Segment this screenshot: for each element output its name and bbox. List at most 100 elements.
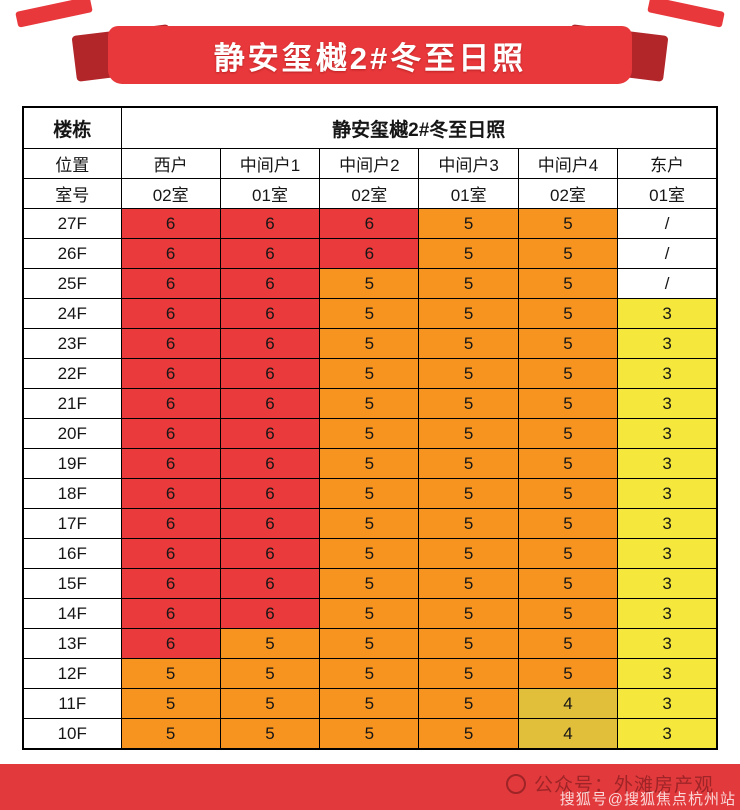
floor-label: 25F: [22, 268, 122, 299]
sunlight-cell: 6: [319, 208, 420, 239]
sunlight-cell: 6: [219, 358, 321, 389]
floor-label: 19F: [22, 448, 122, 479]
sunlight-cell: /: [617, 208, 718, 239]
sunlight-cell: 3: [617, 688, 718, 719]
sunlight-cell: 5: [418, 448, 519, 479]
sunlight-cell: 6: [120, 478, 221, 509]
sunlight-cell: 5: [517, 238, 619, 269]
sunlight-cell: 5: [418, 328, 519, 359]
sunlight-cell: 5: [418, 688, 519, 719]
sunlight-cell: 5: [517, 628, 619, 659]
sunlight-cell: 5: [418, 268, 519, 299]
sunlight-cell: 5: [418, 508, 519, 539]
sunlight-cell: 3: [617, 418, 718, 449]
sunlight-cell: 5: [517, 658, 619, 689]
floor-label: 23F: [22, 328, 122, 359]
sunlight-cell: 5: [418, 538, 519, 569]
floor-label: 17F: [22, 508, 122, 539]
floor-row: 16F 6 6 5 5 5 3: [22, 538, 718, 569]
sunlight-cell: 6: [120, 208, 221, 239]
room-header: 01室: [418, 178, 519, 209]
floor-label: 15F: [22, 568, 122, 599]
sunlight-cell: 6: [120, 448, 221, 479]
floor-row: 12F 5 5 5 5 5 3: [22, 658, 718, 689]
sunlight-cell: 5: [319, 418, 420, 449]
sunlight-cell: 4: [517, 718, 619, 750]
sunlight-table-wrap: 楼栋 静安玺樾2#冬至日照 位置 西户 中间户1 中间户2 中间户3 中间户4 东户 室号…: [22, 106, 718, 750]
sunlight-cell: 5: [319, 688, 420, 719]
sunlight-cell: 3: [617, 658, 718, 689]
sunlight-cell: 5: [418, 718, 519, 750]
floor-label: 24F: [22, 298, 122, 329]
sunlight-cell: 5: [219, 628, 321, 659]
sunlight-cell: 3: [617, 598, 718, 629]
sunlight-cell: 5: [517, 598, 619, 629]
floor-row: 11F 5 5 5 5 4 3: [22, 688, 718, 719]
floor-label: 10F: [22, 718, 122, 750]
sunlight-cell: 5: [418, 418, 519, 449]
sunlight-cell: 6: [120, 628, 221, 659]
position-header: 西户: [120, 148, 221, 179]
sunlight-cell: 5: [120, 688, 221, 719]
sunlight-cell: 4: [517, 688, 619, 719]
sunlight-cell: 5: [120, 718, 221, 750]
floor-row: 24F 6 6 5 5 5 3: [22, 298, 718, 329]
sunlight-cell: 5: [517, 358, 619, 389]
sunlight-cell: 6: [120, 538, 221, 569]
sunlight-cell: 3: [617, 298, 718, 329]
sunlight-table: 楼栋 静安玺樾2#冬至日照 位置 西户 中间户1 中间户2 中间户3 中间户4 东户 室号…: [22, 106, 718, 750]
floor-row: 25F 6 6 5 5 5/: [22, 268, 718, 299]
sunlight-cell: 5: [319, 598, 420, 629]
sunlight-cell: 6: [120, 598, 221, 629]
sunlight-cell: 5: [517, 268, 619, 299]
table-title: 静安玺樾2#冬至日照: [120, 106, 718, 149]
sunlight-cell: 5: [319, 538, 420, 569]
sunlight-cell: 5: [319, 658, 420, 689]
account-logo-icon: [505, 773, 526, 794]
sunlight-cell: 5: [319, 478, 420, 509]
sunlight-cell: 6: [219, 298, 321, 329]
sunlight-cell: 5: [517, 448, 619, 479]
floor-row: 22F 6 6 5 5 5 3: [22, 358, 718, 389]
sunlight-cell: 5: [319, 388, 420, 419]
sunlight-cell: 6: [219, 238, 321, 269]
floor-label: 22F: [22, 358, 122, 389]
sunlight-cell: 3: [617, 478, 718, 509]
sunlight-cell: 6: [219, 388, 321, 419]
position-header: 中间户1: [219, 148, 321, 179]
sunlight-cell: 5: [418, 568, 519, 599]
sunlight-cell: 6: [120, 568, 221, 599]
ribbon-tail-right-icon: [647, 0, 725, 28]
sunlight-cell: 5: [319, 298, 420, 329]
sunlight-cell: 6: [219, 208, 321, 239]
sunlight-cell: 5: [517, 208, 619, 239]
sunlight-cell: 5: [418, 388, 519, 419]
room-header: 02室: [319, 178, 420, 209]
sunlight-cell: 5: [517, 328, 619, 359]
sunlight-cell: 6: [219, 538, 321, 569]
floor-label: 26F: [22, 238, 122, 269]
floor-label: 20F: [22, 418, 122, 449]
sunlight-cell: 3: [617, 328, 718, 359]
sunlight-cell: /: [617, 238, 718, 269]
floor-row: 10F 5 5 5 5 4 3: [22, 718, 718, 750]
sunlight-cell: 5: [219, 688, 321, 719]
sunlight-cell: 5: [418, 208, 519, 239]
floor-label: 21F: [22, 388, 122, 419]
banner: 静安玺樾2#冬至日照: [0, 0, 740, 102]
position-label: 位置: [22, 148, 122, 179]
sunlight-cell: 5: [517, 478, 619, 509]
building-corner-label: 楼栋: [22, 106, 122, 149]
floor-row: 19F 6 6 5 5 5 3: [22, 448, 718, 479]
floor-row: 26F 6 6 6 5 5/: [22, 238, 718, 269]
sunlight-cell: 5: [418, 628, 519, 659]
room-header: 02室: [517, 178, 619, 209]
sunlight-cell: 6: [219, 568, 321, 599]
table-title-row: 楼栋 静安玺樾2#冬至日照: [22, 106, 718, 149]
sunlight-cell: 6: [120, 298, 221, 329]
sunlight-cell: 5: [418, 238, 519, 269]
floor-row: 20F 6 6 5 5 5 3: [22, 418, 718, 449]
sunlight-cell: 3: [617, 628, 718, 659]
footer-account: 公众号：外滩房产观: [505, 770, 714, 797]
room-row: 室号 02室 01室 02室 01室 02室 01室: [22, 178, 718, 209]
